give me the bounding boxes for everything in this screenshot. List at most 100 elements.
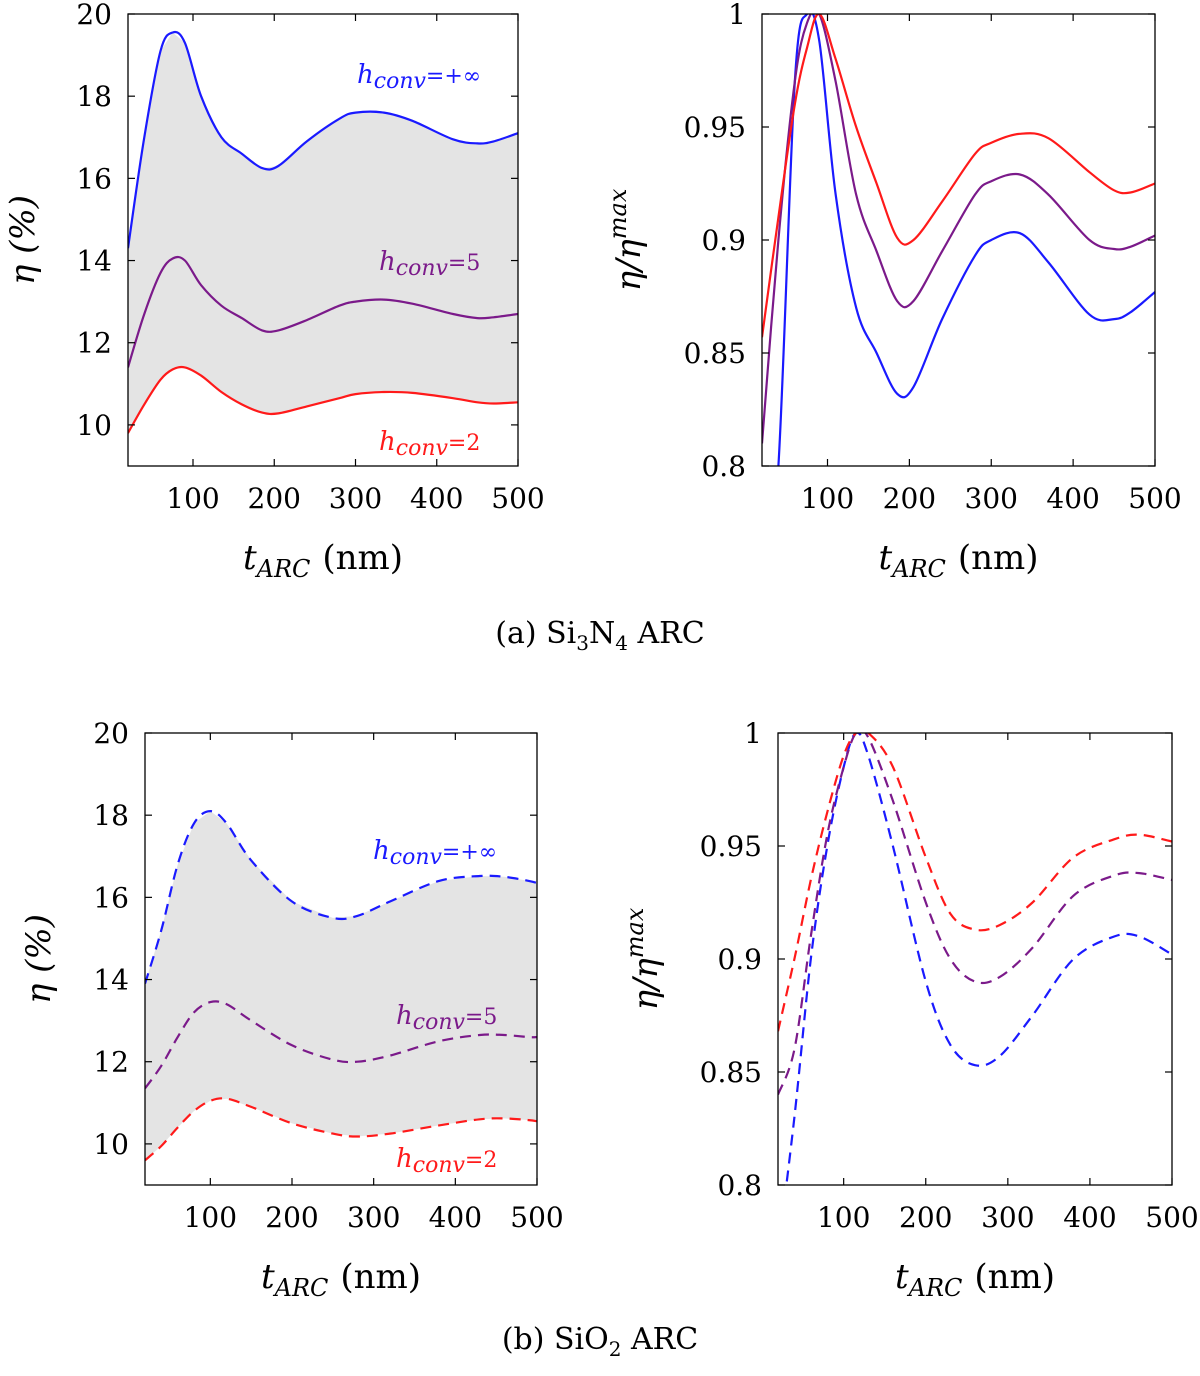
curve-label-sub: conv bbox=[374, 69, 427, 94]
plot-frame bbox=[761, 13, 1156, 467]
curve-label-sub: conv bbox=[390, 845, 443, 870]
curve-label-h5: hconv=5 bbox=[396, 1001, 497, 1035]
series-line-inf bbox=[777, 14, 1155, 466]
x-tick-label: 500 bbox=[491, 482, 544, 515]
y-tick-label: 0.8 bbox=[717, 1169, 762, 1202]
curve-label-inf: hconv=+∞ bbox=[357, 60, 481, 94]
curve-label-value: =2 bbox=[465, 1148, 497, 1173]
plot-frame bbox=[144, 732, 538, 1186]
x-tick-label: 200 bbox=[899, 1201, 952, 1234]
curve-label-h5: hconv=5 bbox=[379, 247, 480, 281]
x-axis-sub: ARC bbox=[255, 555, 311, 583]
plot-frame bbox=[777, 732, 1173, 1186]
y-tick-label: 10 bbox=[93, 1128, 129, 1161]
y-tick-label: 1 bbox=[728, 0, 746, 31]
y-tick-label: 0.95 bbox=[684, 111, 746, 144]
x-tick-label: 400 bbox=[1063, 1201, 1116, 1234]
curve-label-sub: conv bbox=[396, 256, 449, 281]
x-axis-label: tARC (nm) bbox=[895, 1257, 1055, 1302]
series-line-h5 bbox=[145, 1000, 537, 1090]
y-tick-label: 20 bbox=[76, 0, 112, 31]
curve-label-sub: conv bbox=[413, 1153, 466, 1178]
chart-b-right: 100 200 300 400 500 0.8 0.85 0.9 0.95 1 tARC (nm) η/… bbox=[621, 717, 1199, 1302]
x-tick-label: 200 bbox=[883, 482, 936, 515]
plot-area bbox=[778, 733, 1172, 1185]
caption-a-sub1: 3 bbox=[576, 631, 589, 655]
caption-b-suffix: ARC bbox=[621, 1322, 699, 1357]
caption-b-prefix: (b) SiO bbox=[501, 1322, 609, 1357]
x-tick-label: 300 bbox=[329, 482, 382, 515]
x-tick-label: 400 bbox=[1046, 482, 1099, 515]
x-tick-label: 400 bbox=[429, 1201, 482, 1234]
curve-label-sub: conv bbox=[413, 1010, 466, 1035]
x-tick-label: 500 bbox=[1145, 1201, 1198, 1234]
x-axis-unit: (nm) bbox=[958, 538, 1039, 578]
series-line-h2 bbox=[762, 14, 1155, 338]
y-axis-text: η (%) bbox=[19, 914, 59, 1004]
curve-label-h: h bbox=[379, 247, 396, 277]
curve-label-h: h bbox=[357, 60, 374, 90]
y-tick-label: 0.9 bbox=[701, 224, 746, 257]
x-axis-sub: ARC bbox=[890, 555, 946, 583]
series-line-h5 bbox=[128, 255, 518, 368]
chart-a-right: 100 200 300 400 500 0.8 0.85 0.9 0.95 1 tARC (nm) η/… bbox=[604, 0, 1182, 583]
y-axis-sup: max bbox=[604, 188, 632, 239]
y-axis-text: η/η bbox=[609, 239, 649, 292]
y-tick-label: 0.8 bbox=[701, 450, 746, 483]
x-tick-label: 300 bbox=[981, 1201, 1034, 1234]
x-axis-var: t bbox=[243, 538, 257, 578]
chart-a-left: 100 200 300 400 500 10 12 14 16 18 20 tARC (nm) η (%)… bbox=[3, 0, 545, 583]
plot-area bbox=[145, 809, 537, 1162]
caption-a-sub2: 4 bbox=[615, 631, 628, 655]
curve-label-h2: hconv=2 bbox=[396, 1144, 497, 1178]
series-line-h2 bbox=[128, 365, 518, 434]
y-tick-label: 16 bbox=[93, 881, 129, 914]
y-axis-label: η/ηmax bbox=[621, 907, 666, 1010]
x-axis-var: t bbox=[878, 538, 892, 578]
caption-b-sub1: 2 bbox=[608, 1337, 622, 1361]
y-tick-label: 18 bbox=[93, 799, 129, 832]
curve-label-h2: hconv=2 bbox=[379, 427, 480, 461]
x-axis-label: tARC (nm) bbox=[261, 1257, 421, 1302]
y-tick-label: 0.85 bbox=[700, 1056, 762, 1089]
y-tick-label: 16 bbox=[76, 162, 112, 195]
x-tick-label: 200 bbox=[265, 1201, 318, 1234]
caption-a-prefix: (a) Si bbox=[495, 616, 577, 651]
chart-b-left: 100 200 300 400 500 10 12 14 16 18 20 tARC (nm) η (%)… bbox=[19, 717, 564, 1302]
x-axis-label: tARC (nm) bbox=[878, 538, 1038, 583]
x-tick-label: 100 bbox=[817, 1201, 870, 1234]
x-axis-unit: (nm) bbox=[322, 538, 403, 578]
series-line-h5 bbox=[762, 14, 1155, 444]
y-tick-label: 10 bbox=[76, 409, 112, 442]
y-tick-label: 12 bbox=[93, 1046, 129, 1079]
y-tick-label: 14 bbox=[93, 964, 129, 997]
x-axis-sub: ARC bbox=[907, 1274, 963, 1302]
x-tick-label: 400 bbox=[410, 482, 463, 515]
y-tick-label: 20 bbox=[93, 717, 129, 750]
x-tick-label: 100 bbox=[801, 482, 854, 515]
curve-label-h: h bbox=[379, 427, 396, 457]
y-axis-text: η (%) bbox=[3, 195, 43, 285]
x-tick-label: 200 bbox=[248, 482, 301, 515]
y-tick-label: 0.95 bbox=[700, 830, 762, 863]
x-axis-unit: (nm) bbox=[974, 1257, 1055, 1297]
curve-label-h: h bbox=[396, 1001, 413, 1031]
y-axis-label: η/ηmax bbox=[604, 188, 649, 291]
series-line-inf bbox=[128, 30, 518, 249]
curve-label-value: =2 bbox=[448, 431, 480, 456]
x-tick-label: 500 bbox=[1128, 482, 1181, 515]
y-axis-label: η (%) bbox=[3, 195, 43, 285]
x-axis-unit: (nm) bbox=[340, 1257, 421, 1297]
plot-frame bbox=[127, 13, 519, 467]
x-tick-label: 100 bbox=[166, 482, 219, 515]
curve-label-value: =5 bbox=[465, 1005, 497, 1030]
series-line-h2 bbox=[778, 733, 1172, 1032]
curve-label-h: h bbox=[373, 836, 390, 866]
curve-label-value: =+∞ bbox=[442, 840, 497, 865]
curve-label-sub: conv bbox=[396, 436, 449, 461]
curve-label-h: h bbox=[396, 1144, 413, 1174]
series-line-inf bbox=[145, 809, 537, 985]
y-tick-label: 12 bbox=[76, 327, 112, 360]
shaded-band bbox=[128, 32, 518, 434]
